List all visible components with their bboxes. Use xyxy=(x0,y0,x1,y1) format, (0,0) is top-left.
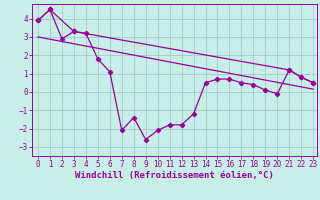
X-axis label: Windchill (Refroidissement éolien,°C): Windchill (Refroidissement éolien,°C) xyxy=(75,171,274,180)
